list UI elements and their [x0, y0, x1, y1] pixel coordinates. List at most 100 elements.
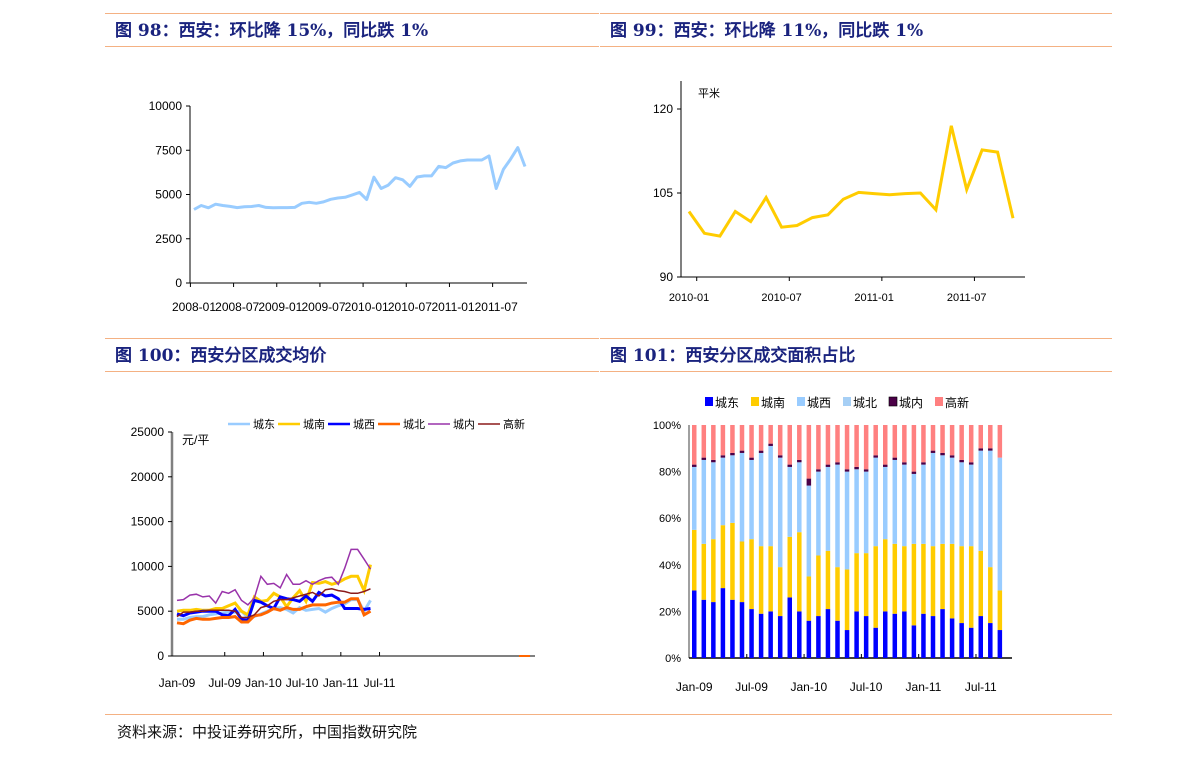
bar-segment-0: [883, 611, 888, 658]
x-tick-label: Jul-11: [965, 680, 997, 694]
legend-label-4: 城内: [899, 396, 923, 410]
bar-segment-0: [739, 602, 745, 658]
bar-segment-2: [911, 473, 917, 544]
bar-segment-2: [739, 452, 745, 542]
bar-segment-1: [844, 569, 850, 631]
bar-segment-0: [949, 618, 955, 658]
bar-segment-2: [825, 466, 831, 551]
bar-segment-0: [940, 609, 945, 658]
bar-segment-0: [787, 597, 792, 658]
bar-segment-5: [883, 425, 888, 465]
bar-segment-1: [720, 525, 726, 589]
x-tick-label: Jan-11: [323, 676, 359, 690]
bar-segment-0: [930, 616, 936, 658]
x-tick-label: 2010-07: [388, 300, 432, 314]
bar-segment-1: [930, 546, 936, 617]
bar-segment-4: [777, 455, 783, 458]
bar-segment-4: [873, 455, 878, 458]
bar-segment-2: [701, 459, 707, 544]
bar-segment-0: [988, 623, 993, 658]
y-unit-label: 元/平: [182, 433, 209, 447]
bar-segment-2: [863, 471, 869, 554]
bar-segment-5: [749, 425, 754, 458]
bar-segment-1: [854, 553, 859, 612]
bar-segment-0: [835, 620, 840, 658]
bar-segment-0: [892, 613, 898, 658]
y-tick-label: 10000: [131, 559, 165, 573]
bar-segment-0: [968, 627, 974, 658]
bar-segment-5: [921, 425, 926, 463]
bar-segment-5: [940, 425, 945, 453]
bar-segment-5: [988, 425, 993, 449]
bar-segment-0: [911, 625, 917, 658]
bar-segment-4: [949, 455, 955, 458]
y-tick-label: 20%: [659, 606, 681, 618]
bar-segment-4: [711, 459, 716, 463]
bar-segment-5: [968, 425, 974, 463]
bar-segment-0: [921, 613, 926, 658]
bar-segment-1: [883, 539, 888, 612]
bar-segment-5: [711, 425, 716, 460]
bar-segment-0: [749, 609, 754, 658]
bar-segment-4: [968, 462, 974, 465]
bar-segment-2: [787, 466, 792, 537]
y-tick-label: 90: [660, 270, 674, 284]
legend-swatch-0: [705, 397, 713, 406]
legend-label-1: 城南: [761, 395, 785, 410]
panel-title-fig98: 图 98：西安：环比降 15%，同比跌 1%: [105, 13, 599, 47]
bar-segment-2: [797, 462, 802, 533]
y-tick-label: 0: [175, 276, 182, 290]
legend-swatch-4: [888, 396, 898, 407]
legend-label-3: 城北: [853, 396, 877, 410]
bar-segment-5: [720, 425, 726, 456]
bar-segment-4: [978, 448, 983, 451]
series-line-2: [176, 590, 371, 622]
bar-segment-1: [863, 553, 869, 617]
bar-segment-4: [940, 452, 945, 456]
bar-segment-2: [959, 462, 964, 547]
bar-segment-2: [968, 464, 974, 547]
bar-segment-4: [863, 469, 869, 472]
y-tick-label: 105: [653, 186, 673, 200]
bar-segment-0: [692, 590, 697, 658]
y-tick-label: 2500: [155, 232, 182, 246]
bar-segment-0: [758, 613, 764, 658]
bar-segment-2: [816, 471, 821, 556]
y-tick-label: 25000: [131, 425, 165, 439]
bar-segment-4: [835, 462, 840, 465]
panel-title-fig101: 图 101：西安分区成交面积占比: [600, 338, 1112, 372]
x-tick-label: 2009-01: [258, 300, 302, 314]
series-line-1: [176, 564, 372, 617]
y-tick-label: 40%: [659, 560, 681, 572]
bar-segment-0: [768, 611, 773, 658]
bar-segment-4: [854, 466, 859, 470]
x-tick-label: Jan-11: [906, 680, 942, 694]
bar-segment-5: [777, 425, 783, 456]
bar-segment-1: [797, 532, 802, 612]
series-line-0: [177, 598, 372, 621]
x-tick-label: 2009-07: [301, 300, 345, 314]
x-tick-label: Jul-10: [850, 680, 883, 694]
y-tick-label: 10000: [149, 99, 183, 113]
bar-segment-4: [921, 462, 926, 465]
legend-swatch-5: [935, 397, 943, 406]
bar-segment-2: [692, 466, 697, 530]
x-tick-label: 2011-01: [431, 300, 474, 314]
legend-label-3: 城北: [403, 418, 425, 431]
x-tick-label: 2010-01: [669, 292, 709, 304]
legend-swatch-2: [797, 397, 805, 406]
y-tick-label: 100%: [653, 420, 681, 432]
bar-segment-5: [959, 425, 964, 460]
bar-segment-1: [739, 541, 745, 603]
bar-segment-0: [873, 627, 878, 658]
bar-segment-5: [730, 425, 735, 453]
bar-segment-2: [777, 457, 783, 568]
bar-segment-2: [873, 457, 878, 547]
bar-segment-2: [854, 469, 859, 554]
series-line-3: [176, 597, 372, 626]
bar-segment-2: [921, 464, 926, 544]
bar-segment-1: [758, 546, 764, 614]
bar-segment-1: [892, 543, 898, 614]
bar-segment-1: [835, 567, 840, 621]
bar-segment-4: [844, 469, 850, 472]
